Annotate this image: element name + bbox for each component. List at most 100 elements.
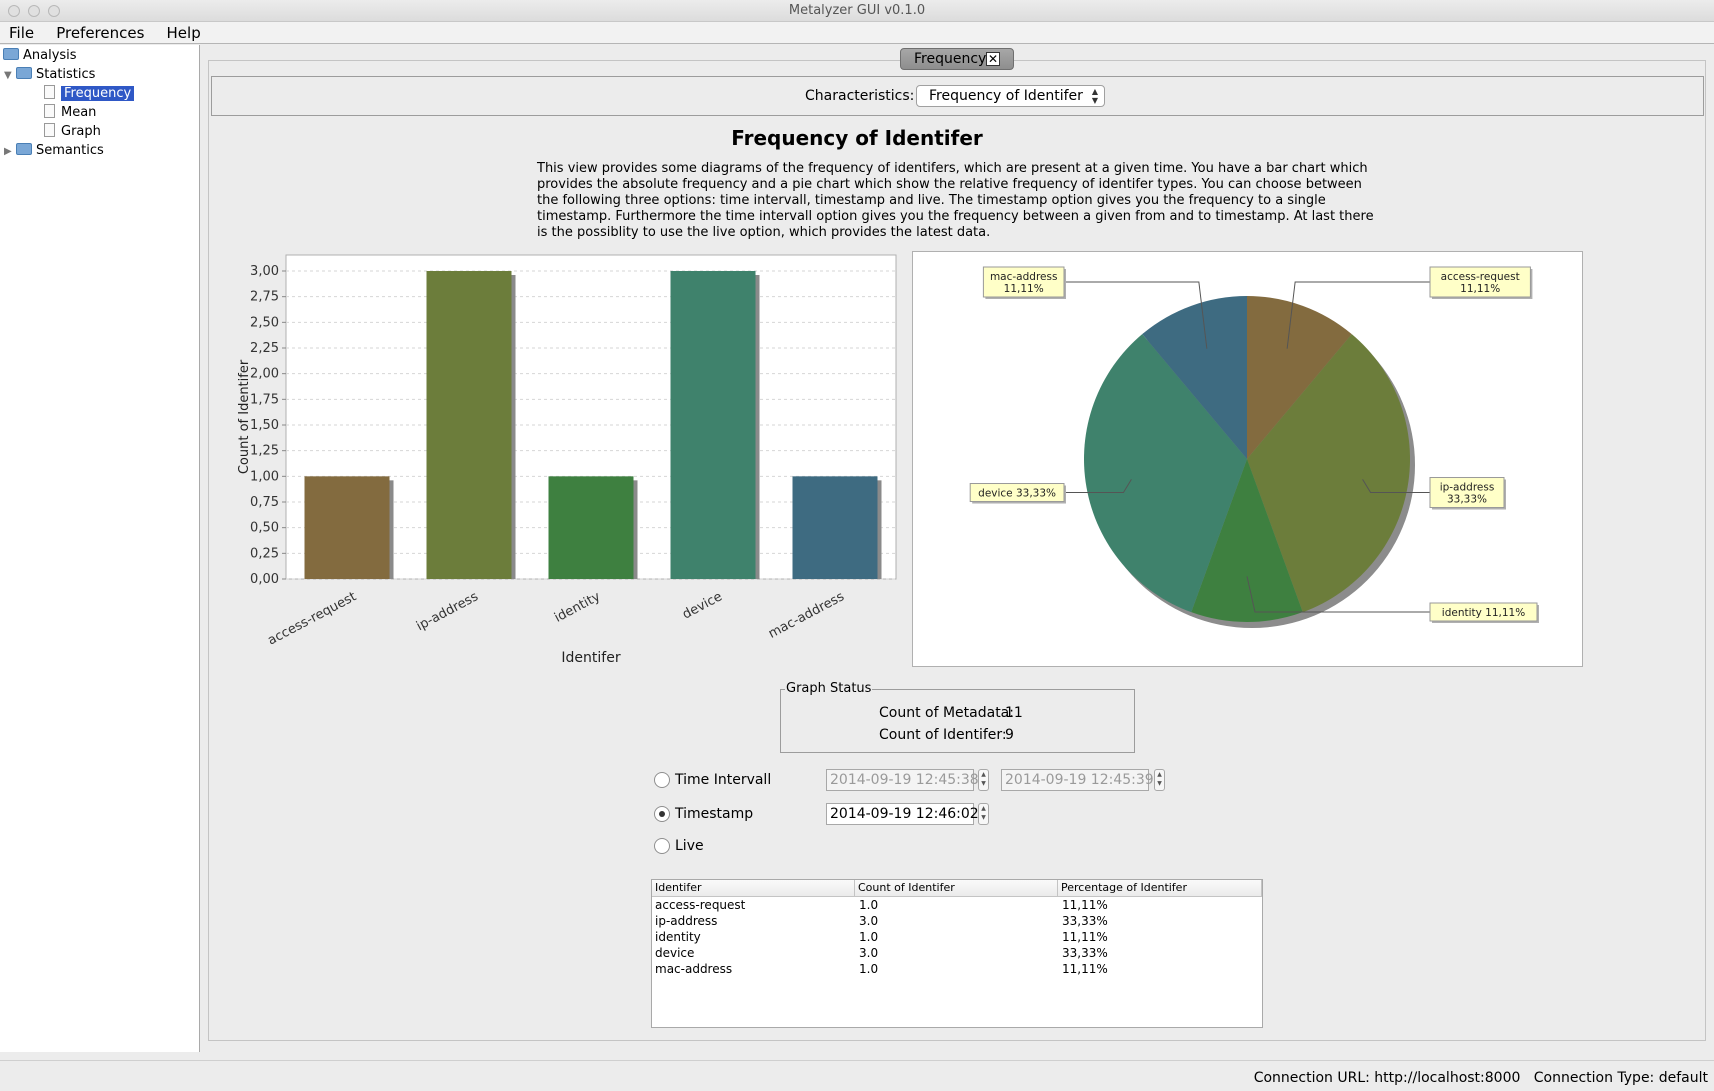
menu-preferences[interactable]: Preferences (56, 24, 145, 42)
bar-access-request (304, 476, 390, 579)
y-axis-label: Count of Identifer (237, 359, 252, 474)
live-radio[interactable] (654, 838, 670, 854)
timestamp-stepper[interactable]: ▲ ▼ (978, 803, 989, 825)
expanded-triangle-icon[interactable]: ▼ (4, 70, 12, 81)
column-header-percentage[interactable]: Percentage of Identifer (1058, 880, 1262, 897)
navigation-tree: Analysis ▼ Statistics Frequency Mean Grap… (0, 45, 200, 1052)
pie-slice-access-request (1247, 296, 1352, 459)
x-tick-label: access-request (265, 589, 359, 648)
column-header-identifer[interactable]: Identifer (652, 880, 855, 897)
collapsed-triangle-icon[interactable]: ▶ (4, 146, 12, 157)
table-cell[interactable]: access-request (655, 898, 746, 912)
pie-label-leader (1064, 479, 1132, 494)
folder-icon (16, 143, 32, 155)
pie-label-text: access-request (1441, 271, 1520, 283)
pie-label-box (1429, 602, 1538, 622)
column-header-count[interactable]: Count of Identifer (855, 880, 1058, 897)
y-tick-label: 0,25 (250, 546, 279, 561)
table-cell[interactable]: mac-address (655, 962, 733, 976)
interval-from-field[interactable]: 2014-09-19 12:45:38 (826, 769, 979, 791)
time-intervall-label: Time Intervall (675, 772, 772, 788)
pie-label-text: device 33,33% (978, 488, 1056, 500)
table-cell[interactable]: identity (655, 930, 701, 944)
table-cell[interactable]: 11,11% (1062, 898, 1108, 912)
timestamp-field[interactable]: 2014-09-19 12:46:02 (826, 803, 979, 825)
close-window-button[interactable] (8, 5, 20, 17)
interval-to-field[interactable]: 2014-09-19 12:45:39 (1001, 769, 1154, 791)
metadata-count-label: Count of Metadata: (879, 705, 1014, 721)
y-tick-label: 2,75 (250, 290, 279, 305)
table-cell[interactable]: 1.0 (859, 962, 879, 976)
pie-label-box (982, 266, 1065, 298)
bar-ip-address (426, 271, 512, 579)
table-cell[interactable]: 33,33% (1062, 946, 1108, 960)
y-tick-label: 3,00 (250, 264, 279, 279)
pie-label-leader (1286, 281, 1430, 349)
interval-from-stepper[interactable]: ▲ ▼ (978, 769, 989, 791)
time-intervall-radio[interactable] (654, 772, 670, 788)
menu-bar: File Preferences Help (0, 22, 1714, 44)
pie-label-box (1429, 477, 1505, 509)
table-cell[interactable]: device (655, 946, 695, 960)
identifer-table[interactable]: Identifer Count of Identifer Percentage … (651, 879, 1263, 1028)
y-tick-label: 0,00 (250, 572, 279, 587)
pie-chart: access-request11,11%ip-address33,33%iden… (969, 266, 1539, 628)
tree-item-analysis[interactable]: Analysis (3, 46, 77, 65)
tab-frequency[interactable]: Frequency ✕ (900, 48, 1014, 70)
document-icon (44, 104, 55, 118)
x-tick-label: ip-address (414, 589, 481, 634)
identifer-count-value: 9 (1005, 727, 1014, 743)
y-tick-label: 2,50 (250, 315, 279, 330)
zoom-window-button[interactable] (48, 5, 60, 17)
minimize-window-button[interactable] (28, 5, 40, 17)
bar-identity (548, 476, 634, 579)
characteristics-label: Characteristics: (805, 88, 915, 104)
pie-label-leader (1064, 281, 1208, 349)
y-tick-label: 1,25 (250, 444, 279, 459)
y-tick-label: 0,50 (250, 521, 279, 536)
table-cell[interactable]: ip-address (655, 914, 718, 928)
x-axis-label: Identifer (561, 650, 620, 666)
pie-label-text: 33,33% (1447, 494, 1487, 506)
connection-status: Connection URL: http://localhost:8000 Co… (1253, 1070, 1708, 1086)
graph-status-box (780, 689, 1135, 753)
characteristics-select[interactable]: Frequency of Identifer ▲ ▼ (916, 85, 1105, 107)
timestamp-radio[interactable] (654, 806, 670, 822)
close-tab-icon[interactable]: ✕ (986, 52, 1000, 66)
folder-icon (16, 67, 32, 79)
metadata-count-value: 11 (1005, 705, 1023, 721)
status-bar: Connection URL: http://localhost:8000 Co… (0, 1060, 1714, 1091)
pie-label-box (1429, 266, 1531, 298)
characteristics-bar (211, 76, 1704, 116)
table-cell[interactable]: 1.0 (859, 930, 879, 944)
interval-to-stepper[interactable]: ▲ ▼ (1154, 769, 1165, 791)
pie-slice-mac-address (1142, 296, 1247, 459)
description-text: This view provides some diagrams of the … (537, 161, 1374, 240)
table-cell[interactable]: 3.0 (859, 946, 879, 960)
tree-item-semantics[interactable]: ▶ Semantics (4, 141, 104, 160)
folder-icon (3, 48, 19, 60)
x-tick-label: identity (552, 589, 603, 626)
document-icon (44, 85, 55, 99)
tree-item-mean[interactable]: Mean (44, 103, 96, 122)
pie-label-leader (1362, 479, 1430, 494)
tree-item-graph[interactable]: Graph (44, 122, 101, 141)
live-label: Live (675, 838, 704, 854)
y-tick-label: 2,25 (250, 341, 279, 356)
menu-help[interactable]: Help (166, 24, 201, 42)
table-cell[interactable]: 11,11% (1062, 930, 1108, 944)
y-tick-label: 1,00 (250, 469, 279, 484)
page-title: Frequency of Identifer (731, 126, 983, 150)
tree-item-statistics[interactable]: ▼ Statistics (4, 65, 95, 84)
menu-file[interactable]: File (9, 24, 35, 42)
bar-chart: 0,00 0,25 0,50 0,75 1,00 1,25 1,50 1,75 2,00 2,25… (237, 254, 897, 666)
table-cell[interactable]: 11,11% (1062, 962, 1108, 976)
window-title: Metalyzer GUI v0.1.0 (788, 3, 926, 18)
table-cell[interactable]: 3.0 (859, 914, 879, 928)
table-cell[interactable]: 33,33% (1062, 914, 1108, 928)
bar-device (670, 271, 756, 579)
pie-chart-panel: access-request 11,11% ip-address 33,33% iden… (912, 251, 1583, 667)
tree-item-frequency[interactable]: Frequency (44, 84, 135, 103)
table-cell[interactable]: 1.0 (859, 898, 879, 912)
pie-label-leader (1246, 576, 1430, 613)
